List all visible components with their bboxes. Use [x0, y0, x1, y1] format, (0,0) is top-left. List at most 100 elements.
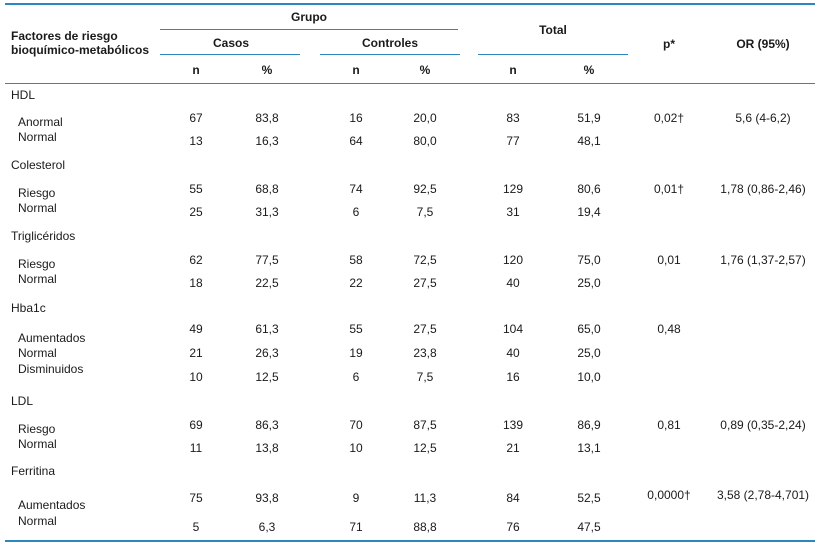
row-label: Normal	[18, 130, 57, 144]
controles-n-cell: 9	[352, 491, 360, 505]
row-label: Normal	[18, 272, 57, 286]
total-pct-cell: 51,9	[577, 111, 601, 125]
casos-n-cell: 11	[189, 441, 203, 455]
total-underline	[478, 54, 628, 55]
controles-pct-cell: 27,5	[413, 322, 437, 336]
controles-pct-cell: 72,5	[413, 253, 437, 267]
controles-n-header: n	[352, 63, 360, 77]
casos-pct-cell: 93,8	[255, 491, 279, 505]
casos-n-cell: 18	[189, 276, 203, 290]
or-cell: 5,6 (4-6,2)	[735, 111, 791, 125]
casos-n-cell: 62	[189, 253, 203, 267]
total-pct-cell: 19,4	[577, 205, 601, 219]
table-bottom-rule	[5, 540, 815, 542]
row-label: Normal	[18, 437, 57, 451]
table-top-rule	[5, 3, 815, 5]
section-title: Triglicéridos	[11, 229, 76, 243]
controles-pct-cell: 11,3	[413, 491, 437, 505]
row-label: Aumentados	[18, 331, 86, 345]
factor-header-line2: bioquímico-metabólicos	[11, 43, 150, 57]
casos-n-cell: 21	[189, 346, 203, 360]
header-bottom-rule	[5, 83, 815, 84]
casos-controles-underline	[160, 29, 458, 30]
total-n-cell: 84	[506, 491, 520, 505]
controles-pct-cell: 7,5	[416, 205, 434, 219]
row-label: Riesgo	[18, 257, 56, 271]
casos-n-cell: 25	[189, 205, 203, 219]
p-header: p*	[663, 37, 675, 51]
total-n-cell: 104	[502, 322, 524, 336]
p-value-cell: 0,01†	[653, 182, 685, 196]
controles-pct-cell: 92,5	[413, 182, 437, 196]
total-pct-cell: 75,0	[577, 253, 601, 267]
section-title: Colesterol	[11, 158, 66, 172]
casos-pct-cell: 31,3	[255, 205, 279, 219]
casos-pct-cell: 86,3	[255, 418, 279, 432]
casos-n-cell: 69	[189, 418, 203, 432]
controles-pct-cell: 88,8	[413, 520, 437, 534]
or-cell: 3,58 (2,78-4,701)	[716, 488, 810, 502]
p-value-cell: 0,48	[657, 322, 681, 336]
p-value-cell: 0,0000†	[647, 488, 691, 502]
casos-n-cell: 67	[189, 111, 203, 125]
controles-pct-cell: 87,5	[413, 418, 437, 432]
controles-header: Controles	[361, 36, 419, 50]
total-pct-cell: 52,5	[577, 491, 601, 505]
controles-n-cell: 16	[349, 111, 363, 125]
controles-n-cell: 6	[352, 205, 360, 219]
casos-pct-cell: 12,5	[255, 370, 279, 384]
row-label: Aumentados	[18, 498, 86, 512]
total-pct-cell: 80,6	[577, 182, 601, 196]
p-value-cell: 0,01	[657, 253, 681, 267]
controles-n-cell: 58	[349, 253, 363, 267]
casos-n-cell: 49	[189, 322, 203, 336]
section-title: Hba1c	[11, 301, 46, 315]
casos-n-header: n	[192, 63, 200, 77]
controles-n-cell: 70	[349, 418, 363, 432]
controles-n-cell: 10	[349, 441, 363, 455]
casos-pct-header: %	[261, 63, 273, 77]
controles-pct-cell: 27,5	[413, 276, 437, 290]
row-label: Normal	[18, 346, 57, 360]
casos-pct-cell: 26,3	[255, 346, 279, 360]
section-title: LDL	[11, 394, 34, 408]
row-label: Anormal	[18, 115, 63, 129]
casos-n-cell: 75	[189, 491, 203, 505]
controles-underline	[320, 54, 460, 55]
controles-n-cell: 22	[349, 276, 363, 290]
controles-pct-cell: 20,0	[413, 111, 437, 125]
casos-header: Casos	[212, 36, 250, 50]
controles-n-cell: 55	[349, 322, 363, 336]
section-title: HDL	[11, 88, 36, 102]
section-title: Ferritina	[11, 464, 56, 478]
casos-n-cell: 13	[189, 134, 203, 148]
total-n-cell: 31	[506, 205, 520, 219]
or-header: OR (95%)	[736, 37, 790, 51]
controles-n-cell: 71	[349, 520, 363, 534]
total-pct-cell: 47,5	[577, 520, 601, 534]
total-pct-cell: 65,0	[577, 322, 601, 336]
controles-n-cell: 6	[352, 370, 360, 384]
controles-n-cell: 74	[349, 182, 363, 196]
total-n-cell: 40	[506, 346, 520, 360]
controles-pct-cell: 7,5	[416, 370, 434, 384]
casos-pct-cell: 22,5	[255, 276, 279, 290]
casos-pct-cell: 83,8	[255, 111, 279, 125]
total-n-cell: 21	[506, 441, 520, 455]
factor-header-line1: Factores de riesgo	[11, 29, 118, 43]
total-pct-cell: 48,1	[577, 134, 601, 148]
total-n-cell: 139	[502, 418, 524, 432]
total-pct-cell: 86,9	[577, 418, 601, 432]
controles-pct-cell: 80,0	[413, 134, 437, 148]
casos-pct-cell: 77,5	[255, 253, 279, 267]
row-label: Disminuidos	[18, 362, 84, 376]
controles-pct-cell: 12,5	[413, 441, 437, 455]
total-n-header: n	[509, 63, 517, 77]
casos-pct-cell: 13,8	[255, 441, 279, 455]
total-pct-cell: 25,0	[577, 346, 601, 360]
total-n-cell: 16	[506, 370, 520, 384]
controles-pct-cell: 23,8	[413, 346, 437, 360]
total-pct-cell: 10,0	[577, 370, 601, 384]
total-header: Total	[539, 23, 567, 37]
row-label: Riesgo	[18, 422, 56, 436]
